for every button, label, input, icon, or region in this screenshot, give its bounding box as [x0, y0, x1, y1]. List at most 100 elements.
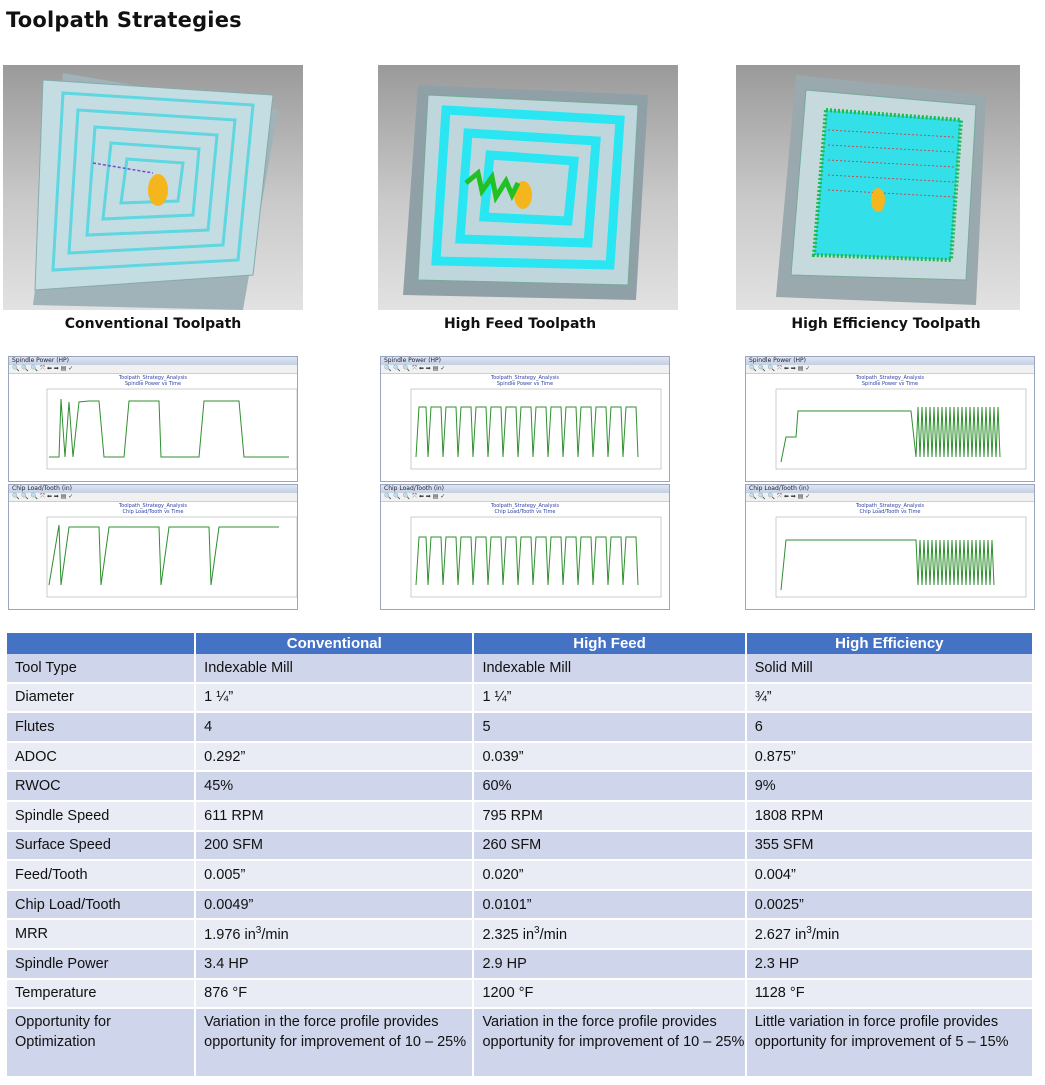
cell-conventional: 1 ¼” [195, 682, 475, 714]
cell-high-efficiency: 355 SFM [745, 830, 1035, 862]
cell-high-feed: 1 ¼” [473, 682, 747, 714]
cell-high-efficiency: 1808 RPM [745, 800, 1035, 832]
high-efficiency-chip-load-window[interactable]: Chip Load/Tooth (in) 🔍 🔍 🔍 ⤧ ⬅ ➡ ▤ ✓ Too… [745, 484, 1035, 610]
row-label: Opportunity for Optimization [7, 1008, 197, 1079]
high-efficiency-toolpath-caption: High Efficiency Toolpath [791, 316, 981, 332]
conventional-spindle-power-window[interactable]: Spindle Power (HP) 🔍 🔍 🔍 ⤧ ⬅ ➡ ▤ ✓ Toolp… [8, 356, 298, 482]
cell-high-feed: Variation in the force profile provides … [473, 1008, 747, 1079]
table-row: Flutes 4 5 6 [7, 712, 1035, 743]
window-title: Spindle Power (HP) [381, 357, 669, 365]
page-title: Toolpath Strategies [6, 8, 242, 32]
plot-title: Toolpath_Strategy_Analysis Chip Load/Toot… [118, 503, 188, 515]
plot-title: Toolpath_Strategy_Analysis Spindle Power … [855, 375, 925, 387]
cell-high-efficiency: 2.627 in3/min [745, 919, 1035, 950]
high-feed-toolpath-image [378, 65, 678, 310]
cell-high-efficiency: 0.875” [745, 741, 1035, 773]
table-row: Spindle Power 3.4 HP 2.9 HP 2.3 HP [7, 948, 1035, 980]
high-feed-toolpath-caption: High Feed Toolpath [443, 316, 597, 332]
high-feed-spindle-power-window[interactable]: Spindle Power (HP) 🔍 🔍 🔍 ⤧ ⬅ ➡ ▤ ✓ Toolp… [380, 356, 670, 482]
row-label: MRR [7, 919, 197, 950]
cell-high-efficiency: 2.3 HP [745, 948, 1035, 980]
table-row: Feed/Tooth 0.005” 0.020” 0.004” [7, 860, 1035, 891]
chip-load-trace [46, 516, 297, 598]
row-label: Feed/Tooth [7, 860, 197, 891]
cell-conventional: 611 RPM [195, 800, 475, 832]
cell-high-feed: Indexable Mill [473, 654, 747, 684]
cell-conventional: 876 °F [195, 978, 475, 1010]
row-label: ADOC [7, 741, 197, 773]
window-title: Chip Load/Tooth (in) [381, 485, 669, 493]
table-row: Tool Type Indexable Mill Indexable Mill … [7, 654, 1035, 684]
table-row: Diameter 1 ¼” 1 ¼” ¾” [7, 682, 1035, 714]
plot-toolbar[interactable]: 🔍 🔍 🔍 ⤧ ⬅ ➡ ▤ ✓ [9, 493, 297, 502]
header-empty [7, 633, 197, 654]
cell-conventional: Indexable Mill [195, 654, 475, 684]
window-title: Spindle Power (HP) [746, 357, 1034, 365]
cell-high-feed: 60% [473, 771, 747, 802]
cell-conventional: 0.005” [195, 860, 475, 891]
plot-toolbar[interactable]: 🔍 🔍 🔍 ⤧ ⬅ ➡ ▤ ✓ [9, 365, 297, 374]
chip-load-trace [410, 516, 662, 598]
plot-toolbar[interactable]: 🔍 🔍 🔍 ⤧ ⬅ ➡ ▤ ✓ [746, 493, 1034, 502]
cell-high-feed: 0.039” [473, 741, 747, 773]
table-header-row: Conventional High Feed High Efficiency [7, 633, 1035, 654]
cell-high-feed: 2.9 HP [473, 948, 747, 980]
cell-high-efficiency: 9% [745, 771, 1035, 802]
table-row: Opportunity for Optimization Variation i… [7, 1008, 1035, 1079]
plot-toolbar[interactable]: 🔍 🔍 🔍 ⤧ ⬅ ➡ ▤ ✓ [381, 493, 669, 502]
row-label: Spindle Power [7, 948, 197, 980]
plot-title: Toolpath_Strategy_Analysis Spindle Power … [118, 375, 188, 387]
cell-high-feed: 1200 °F [473, 978, 747, 1010]
table-row: Chip Load/Tooth 0.0049” 0.0101” 0.0025” [7, 889, 1035, 921]
cell-conventional: 45% [195, 771, 475, 802]
table-row: Temperature 876 °F 1200 °F 1128 °F [7, 978, 1035, 1010]
row-label: Temperature [7, 978, 197, 1010]
table-row: MRR 1.976 in3/min 2.325 in3/min 2.627 in… [7, 919, 1035, 950]
cell-conventional: 0.0049” [195, 889, 475, 921]
conventional-toolpath-caption: Conventional Toolpath [64, 316, 242, 332]
high-efficiency-toolpath-image [736, 65, 1020, 310]
plot-toolbar[interactable]: 🔍 🔍 🔍 ⤧ ⬅ ➡ ▤ ✓ [746, 365, 1034, 374]
row-label: Flutes [7, 712, 197, 743]
cell-conventional: 200 SFM [195, 830, 475, 862]
cell-conventional: Variation in the force profile provides … [195, 1008, 475, 1079]
window-title: Chip Load/Tooth (in) [9, 485, 297, 493]
row-label: Diameter [7, 682, 197, 714]
plot-title: Toolpath_Strategy_Analysis Chip Load/Toot… [490, 503, 560, 515]
spindle-power-trace [46, 388, 297, 470]
cell-conventional: 4 [195, 712, 475, 743]
cell-high-feed: 2.325 in3/min [473, 919, 747, 950]
high-feed-chip-load-window[interactable]: Chip Load/Tooth (in) 🔍 🔍 🔍 ⤧ ⬅ ➡ ▤ ✓ Too… [380, 484, 670, 610]
row-label: RWOC [7, 771, 197, 802]
table-row: ADOC 0.292” 0.039” 0.875” [7, 741, 1035, 773]
cell-high-feed: 795 RPM [473, 800, 747, 832]
high-efficiency-spindle-power-window[interactable]: Spindle Power (HP) 🔍 🔍 🔍 ⤧ ⬅ ➡ ▤ ✓ Toolp… [745, 356, 1035, 482]
cell-high-efficiency: 0.004” [745, 860, 1035, 891]
header-high-feed: High Feed [473, 633, 747, 654]
cell-high-efficiency: 0.0025” [745, 889, 1035, 921]
window-title: Chip Load/Tooth (in) [746, 485, 1034, 493]
cell-high-feed: 0.0101” [473, 889, 747, 921]
toolpath-comparison-table: Conventional High Feed High Efficiency T… [7, 633, 1035, 1079]
table-row: Surface Speed 200 SFM 260 SFM 355 SFM [7, 830, 1035, 862]
cell-conventional: 0.292” [195, 741, 475, 773]
chip-load-trace [775, 516, 1027, 598]
cell-high-feed: 5 [473, 712, 747, 743]
cell-high-efficiency: 1128 °F [745, 978, 1035, 1010]
spindle-power-trace [775, 388, 1027, 470]
cell-high-efficiency: Little variation in force profile provid… [745, 1008, 1035, 1079]
spindle-power-trace [410, 388, 662, 470]
cell-conventional: 1.976 in3/min [195, 919, 475, 950]
conventional-toolpath-image [3, 65, 303, 310]
plot-title: Toolpath_Strategy_Analysis Spindle Power … [490, 375, 560, 387]
cell-high-efficiency: Solid Mill [745, 654, 1035, 684]
table-row: RWOC 45% 60% 9% [7, 771, 1035, 802]
plot-title: Toolpath_Strategy_Analysis Chip Load/Toot… [855, 503, 925, 515]
row-label: Surface Speed [7, 830, 197, 862]
row-label: Spindle Speed [7, 800, 197, 832]
row-label: Tool Type [7, 654, 197, 684]
window-title: Spindle Power (HP) [9, 357, 297, 365]
conventional-chip-load-window[interactable]: Chip Load/Tooth (in) 🔍 🔍 🔍 ⤧ ⬅ ➡ ▤ ✓ Too… [8, 484, 298, 610]
cell-conventional: 3.4 HP [195, 948, 475, 980]
plot-toolbar[interactable]: 🔍 🔍 🔍 ⤧ ⬅ ➡ ▤ ✓ [381, 365, 669, 374]
